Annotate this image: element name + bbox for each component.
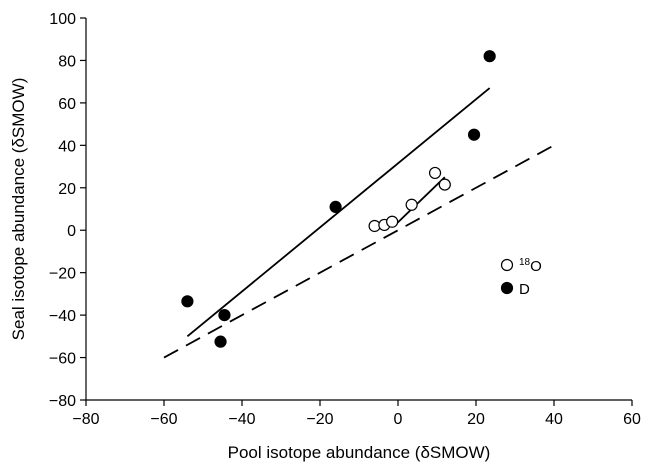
y-tick-label: 80 [58, 53, 76, 70]
legend-label-d: D [519, 281, 530, 298]
data-points [181, 50, 496, 348]
x-tick-label: 60 [623, 411, 641, 428]
legend-label-18o-main: O [530, 258, 542, 275]
x-axis-title: Pool isotope abundance (δSMOW) [228, 443, 491, 462]
y-axis-title: Seal isotope abundance (δSMOW) [9, 78, 28, 341]
y-tick-label: 0 [67, 223, 76, 240]
reference-line-dashed [163, 144, 555, 359]
x-tick-label: −60 [150, 411, 177, 428]
point-d [218, 309, 231, 322]
y-tick-label: −80 [49, 393, 76, 410]
point-18o [405, 198, 418, 211]
x-tick-label: −40 [228, 411, 255, 428]
y-tick-label: −20 [49, 266, 76, 283]
y-tick-label: 20 [58, 181, 76, 198]
x-tick-label: 0 [394, 411, 403, 428]
legend: 18O D [500, 257, 542, 298]
legend-marker-18o [500, 258, 514, 272]
point-18o [428, 166, 442, 180]
legend-label-18o-sup: 18 [519, 257, 531, 268]
point-d [181, 295, 194, 308]
x-tick-label: 40 [545, 411, 563, 428]
ticks: −80 −60 −40 −20 0 20 40 60 −80 −60 −40 −20 0 20 40 60 80… [49, 11, 641, 428]
y-tick-label: −40 [49, 308, 76, 325]
x-tick-label: 20 [467, 411, 485, 428]
y-tick-label: 100 [49, 11, 76, 28]
point-d [467, 128, 481, 141]
fit-line-18o [393, 176, 446, 227]
point-d [214, 335, 227, 348]
legend-marker-d [500, 281, 514, 295]
x-tick-label: −20 [306, 411, 333, 428]
point-d [483, 50, 496, 63]
y-tick-label: 60 [58, 96, 76, 113]
legend-label-18o: 18O [519, 257, 542, 275]
point-18o [438, 178, 451, 191]
axes [85, 18, 632, 401]
point-18o [386, 215, 399, 228]
x-tick-label: −80 [72, 411, 99, 428]
y-tick-label: −60 [49, 351, 76, 368]
point-d [329, 200, 342, 213]
y-tick-label: 40 [58, 138, 76, 155]
